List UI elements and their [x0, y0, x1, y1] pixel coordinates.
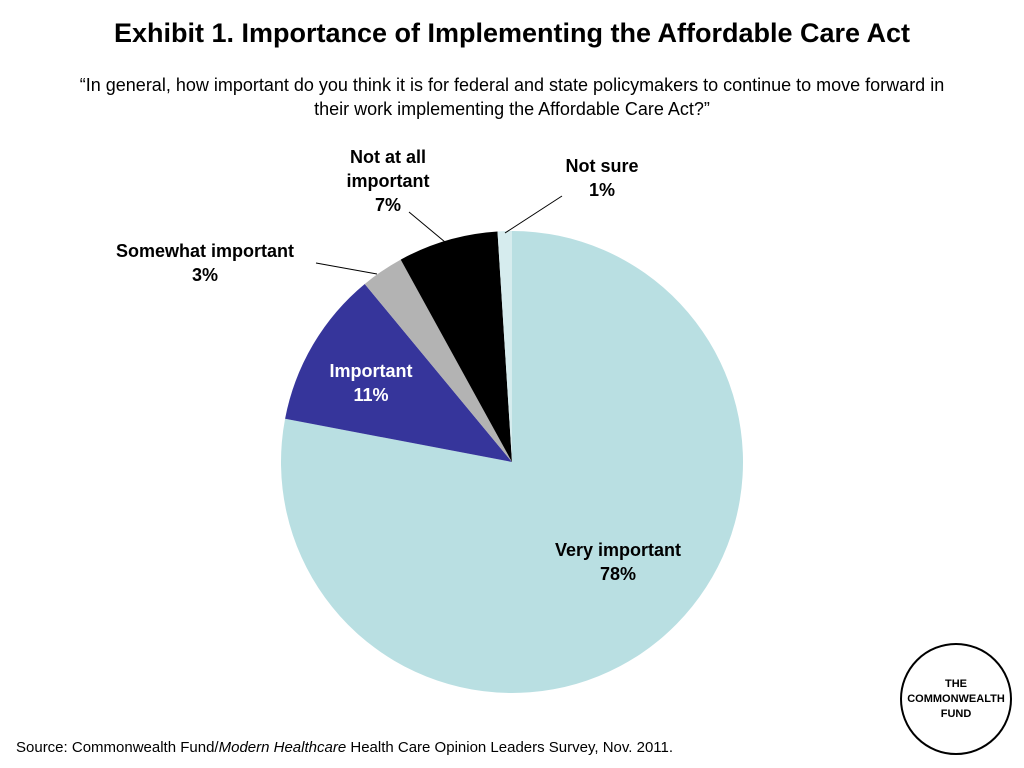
- logo-line-3: FUND: [940, 707, 972, 720]
- commonwealth-fund-logo: THE COMMONWEALTH FUND: [900, 643, 1012, 755]
- logo-line-1: THE: [945, 677, 967, 690]
- pie-slice-important: [285, 284, 512, 462]
- slice-label: Not at all important 7%: [347, 147, 430, 215]
- slice-label: Important 11%: [330, 361, 413, 405]
- pie-slice-somewhat-important: [364, 259, 512, 462]
- slice-label: Not sure 1%: [565, 156, 638, 200]
- source-italic: Modern Healthcare: [218, 739, 347, 756]
- leader-line: [504, 195, 563, 234]
- logo-line-2: COMMONWEALTH: [907, 692, 1005, 705]
- chart-subtitle: “In general, how important do you think …: [79, 75, 945, 119]
- leader-line: [408, 211, 446, 243]
- source-note: Source: Commonwealth Fund/Modern Healthc…: [16, 738, 673, 758]
- leader-line: [315, 262, 378, 275]
- pie-slice-not-at-all-important: [400, 231, 512, 462]
- source-suffix: Health Care Opinion Leaders Survey, Nov.…: [346, 739, 674, 756]
- chart-title: Exhibit 1. Importance of Implementing th…: [113, 18, 911, 48]
- slice-label: Somewhat important 3%: [116, 241, 294, 285]
- source-prefix: Source: Commonwealth Fund/: [16, 739, 219, 756]
- pie-slice-not-sure: [497, 231, 512, 462]
- slice-label: Very important 78%: [555, 540, 681, 584]
